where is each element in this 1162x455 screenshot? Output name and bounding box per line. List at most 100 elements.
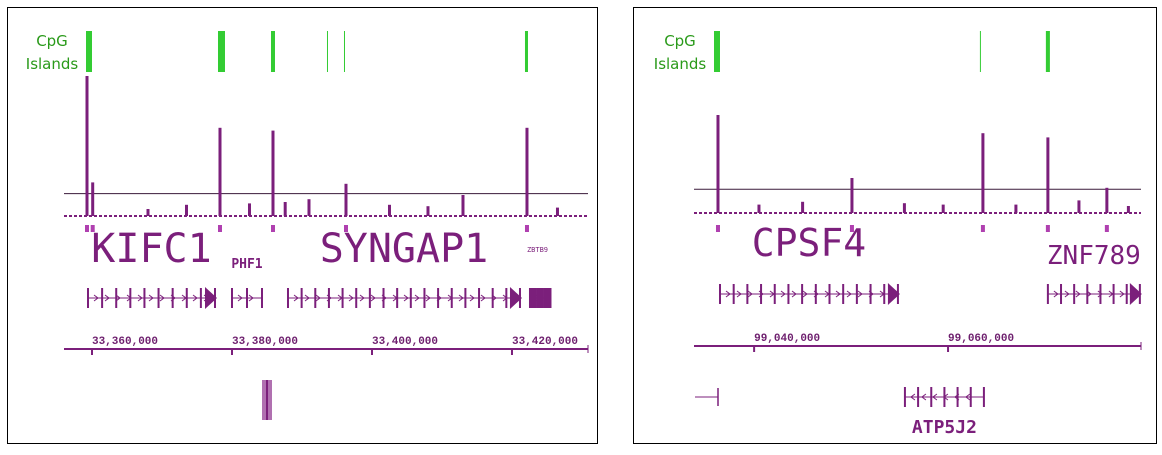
exon: [260, 288, 263, 308]
exon: [87, 288, 90, 308]
exon: [969, 387, 972, 407]
gene-label: ATP5J2: [912, 417, 977, 438]
signal-bar: [146, 209, 150, 216]
x-tick-label: 33,420,000: [512, 336, 578, 348]
exon: [115, 288, 118, 308]
signal-bar: [1126, 206, 1130, 213]
strand-chevron: [93, 294, 99, 302]
exon: [396, 288, 399, 308]
track-label: Islands: [654, 55, 707, 73]
x-tick-label: 33,380,000: [232, 336, 298, 348]
exon: [491, 288, 494, 308]
strand-chevron: [304, 294, 310, 302]
strand-chevron: [469, 294, 475, 302]
exon: [409, 288, 412, 308]
strand-chevron: [458, 294, 464, 302]
cpg-island: [270, 31, 275, 72]
exon: [917, 387, 920, 407]
exon: [245, 288, 248, 308]
exon: [814, 284, 817, 304]
exon: [1073, 284, 1076, 304]
peak-call: [524, 225, 529, 232]
exon: [787, 284, 790, 304]
exon: [982, 387, 985, 407]
strand-chevron: [237, 294, 243, 302]
exon: [230, 288, 233, 308]
strand-chevron: [159, 294, 165, 302]
unlabeled-gene: [262, 380, 719, 420]
strand-chevron: [910, 393, 916, 401]
exon: [883, 284, 886, 304]
x-tick-label: 33,400,000: [372, 336, 438, 348]
signal-bar: [1105, 187, 1109, 213]
exon: [543, 288, 552, 308]
strand-chevron: [414, 294, 420, 302]
gene-label: SYNGAP1: [320, 226, 489, 272]
strand-chevron: [725, 290, 731, 298]
peak-call: [980, 225, 985, 232]
signal-bar: [247, 203, 251, 216]
signal-bar: [1077, 200, 1081, 213]
exon: [341, 288, 344, 308]
gene-arrow: [887, 283, 900, 305]
exon: [746, 284, 749, 304]
exon: [760, 284, 763, 304]
strand-chevron: [359, 294, 365, 302]
signal-bar: [850, 178, 854, 213]
exon: [300, 288, 303, 308]
gene-label: PHF1: [231, 257, 262, 272]
signal-bar: [283, 202, 287, 216]
exon: [930, 387, 933, 407]
exon: [943, 387, 946, 407]
exon: [129, 288, 132, 308]
strand-chevron: [780, 290, 786, 298]
peak-call: [90, 225, 95, 232]
exon: [1086, 284, 1089, 304]
exon: [464, 288, 467, 308]
strand-chevron: [932, 393, 938, 401]
strand-chevron: [1053, 290, 1059, 298]
panel-frame: [633, 7, 1157, 444]
exon: [185, 288, 188, 308]
strand-chevron: [293, 294, 299, 302]
strand-chevron: [1097, 290, 1103, 298]
exon: [732, 284, 735, 304]
strand-chevron: [1119, 290, 1125, 298]
gene-arrow: [1129, 283, 1142, 305]
panel-frame: [7, 7, 598, 444]
strand-chevron: [1075, 290, 1081, 298]
signal-bar: [757, 204, 761, 213]
peak-call: [1104, 225, 1109, 232]
signal-bar: [218, 127, 222, 216]
exon: [1046, 284, 1049, 304]
signal-bar: [555, 207, 559, 216]
x-tick-label: 99,060,000: [948, 333, 1014, 345]
peak-call: [715, 225, 720, 232]
exon: [157, 288, 160, 308]
gene-label: KIFC1: [91, 226, 211, 272]
exon: [437, 288, 440, 308]
peak-call: [1045, 225, 1050, 232]
strand-chevron: [921, 393, 927, 401]
exon: [199, 288, 202, 308]
cpg-island: [713, 31, 720, 72]
strand-chevron: [137, 294, 143, 302]
exon: [855, 284, 858, 304]
signal-bar: [85, 76, 89, 216]
strand-chevron: [802, 290, 808, 298]
exon: [1060, 284, 1063, 304]
signal-bar: [184, 204, 188, 216]
strand-chevron: [857, 290, 863, 298]
strand-chevron: [192, 294, 198, 302]
strand-chevron: [480, 294, 486, 302]
strand-chevron: [148, 294, 154, 302]
exon: [828, 284, 831, 304]
strand-chevron: [370, 294, 376, 302]
exon: [450, 288, 453, 308]
cpg-island: [217, 31, 225, 72]
signal-bar: [91, 182, 95, 216]
strand-chevron: [965, 393, 971, 401]
signal-bar: [1046, 137, 1050, 213]
signal-bar: [981, 133, 985, 213]
